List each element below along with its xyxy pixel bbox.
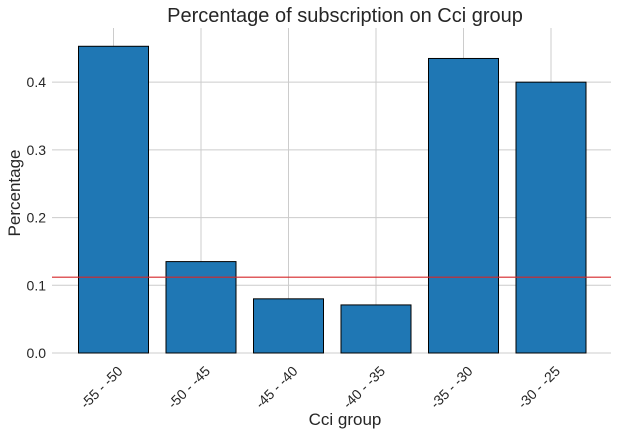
bars [78, 45, 587, 354]
y-axis-label: Percentage [5, 150, 24, 237]
y-tick-label: 0.4 [27, 74, 47, 90]
x-axis-label: Cci group [309, 410, 382, 429]
bar-4 [340, 304, 412, 354]
y-tick-label: 0.0 [27, 345, 47, 361]
chart-title: Percentage of subscription on Cci group [167, 5, 523, 27]
y-tick-label: 0.3 [27, 142, 47, 158]
bar-6 [515, 81, 587, 354]
x-axis-ticks: -55 - -50 -50 - -45 -45 - -40 -40 - -35 -35 … [77, 363, 563, 412]
x-tick-label: -40 - -35 [339, 363, 388, 412]
x-tick-label: -30 - -25 [514, 363, 563, 412]
y-tick-label: 0.1 [27, 277, 47, 293]
bar-1 [78, 45, 149, 354]
y-tick-label: 0.2 [27, 210, 47, 226]
x-tick-label: -50 - -45 [164, 363, 213, 412]
x-tick-label: -35 - -30 [427, 363, 476, 412]
bar-2 [165, 261, 237, 354]
bar-5 [428, 57, 499, 354]
bar-3 [253, 298, 324, 354]
x-tick-label: -55 - -50 [77, 363, 126, 412]
x-tick-label: -45 - -40 [252, 363, 301, 412]
y-axis-ticks: 0.0 0.1 0.2 0.3 0.4 [27, 74, 47, 361]
